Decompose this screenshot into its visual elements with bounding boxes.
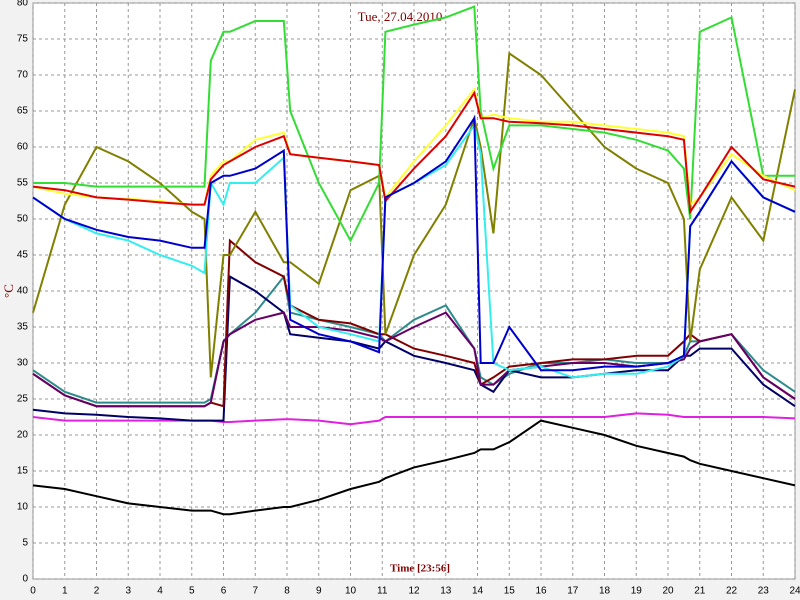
x-tick-label: 8 (284, 586, 290, 597)
y-tick-label: 70 (17, 70, 29, 81)
y-tick-label: 65 (17, 106, 29, 117)
y-tick-label: 75 (17, 34, 29, 45)
y-tick-label: 80 (17, 0, 29, 9)
x-tick-label: 21 (694, 586, 706, 597)
x-tick-label: 11 (377, 586, 388, 597)
y-tick-label: 20 (17, 430, 29, 441)
y-tick-label: 10 (17, 502, 29, 513)
x-tick-label: 0 (30, 586, 36, 597)
x-tick-label: 16 (535, 586, 547, 597)
y-tick-label: 40 (17, 286, 29, 297)
series-line (32, 274, 796, 422)
x-axis-label: Time [23:56] (390, 563, 450, 575)
y-tick-label: 50 (17, 214, 29, 225)
series-line (33, 5, 795, 243)
x-tick-label: 14 (472, 586, 484, 597)
x-tick-label: 24 (789, 586, 800, 597)
y-tick-label: 35 (17, 322, 29, 333)
x-tick-label: 22 (726, 586, 738, 597)
y-axis-label: °C (1, 284, 16, 298)
x-tick-label: 15 (504, 586, 516, 597)
y-tick-label: 60 (17, 142, 29, 153)
y-tick-label: 5 (22, 538, 28, 549)
series-line (32, 114, 796, 372)
x-tick-label: 19 (631, 586, 643, 597)
chart-title: Tue, 27.04.2010 (358, 9, 443, 24)
y-tick-label: 30 (17, 358, 29, 369)
x-tick-label: 20 (662, 586, 674, 597)
x-tick-label: 2 (94, 586, 100, 597)
y-tick-label: 15 (17, 466, 29, 477)
y-tick-label: 25 (17, 394, 29, 405)
x-tick-label: 9 (316, 586, 322, 597)
x-tick-label: 23 (758, 586, 770, 597)
lines (32, 5, 796, 516)
x-tick-label: 6 (221, 586, 227, 597)
y-tick-label: 0 (22, 574, 28, 585)
x-tick-label: 17 (567, 586, 579, 597)
x-tick-label: 13 (440, 586, 452, 597)
x-tick-label: 3 (125, 586, 131, 597)
x-tick-label: 18 (599, 586, 611, 597)
series-line (32, 51, 796, 378)
x-tick-label: 4 (157, 586, 163, 597)
y-tick-label: 45 (17, 250, 29, 261)
x-tick-label: 12 (408, 586, 420, 597)
y-tick-label: 55 (17, 178, 29, 189)
x-tick-label: 1 (62, 586, 68, 597)
series-line (32, 419, 796, 516)
series-line (32, 90, 796, 215)
x-tick-label: 10 (345, 586, 357, 597)
x-tick-label: 5 (189, 586, 195, 597)
x-tick-label: 7 (252, 586, 258, 597)
